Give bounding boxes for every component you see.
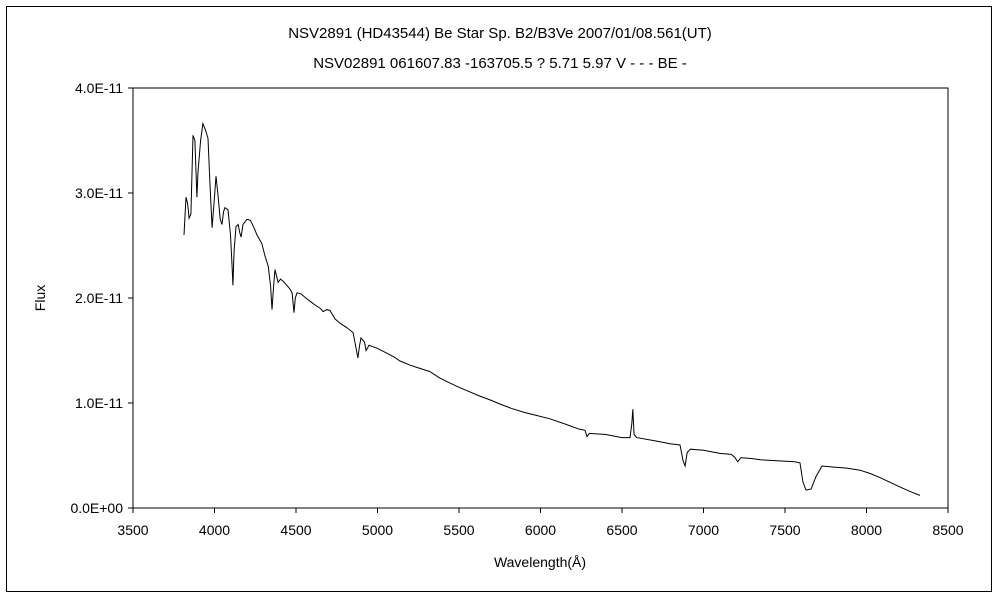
x-tick-label: 7500 xyxy=(769,522,800,538)
x-tick-label: 5500 xyxy=(443,522,474,538)
chart-subtitle: NSV02891 061607.83 -163705.5 ? 5.71 5.97… xyxy=(313,55,687,72)
x-tick-label: 3500 xyxy=(117,522,148,538)
x-tick-label: 7000 xyxy=(688,522,719,538)
y-tick-label: 4.0E-11 xyxy=(75,80,123,96)
x-axis-label: Wavelength(Å) xyxy=(494,554,586,570)
chart-border xyxy=(6,6,992,592)
plot-border xyxy=(132,87,949,509)
x-tick-label: 8500 xyxy=(932,522,963,538)
x-tick-label: 6000 xyxy=(525,522,556,538)
x-tick-label: 4500 xyxy=(280,522,311,538)
y-tick-label: 2.0E-11 xyxy=(75,290,123,306)
x-tick-label: 8000 xyxy=(851,522,882,538)
spectrum-line xyxy=(183,121,921,496)
y-tick-label: 0.0E+00 xyxy=(70,500,123,516)
chart-title: NSV2891 (HD43544) Be Star Sp. B2/B3Ve 20… xyxy=(288,25,712,42)
x-tick-label: 6500 xyxy=(606,522,637,538)
y-axis-label: Flux xyxy=(32,285,48,311)
x-tick-label: 5000 xyxy=(362,522,393,538)
y-tick-label: 3.0E-11 xyxy=(75,185,123,201)
x-tick-label: 4000 xyxy=(199,522,230,538)
y-tick-label: 1.0E-11 xyxy=(75,395,123,411)
